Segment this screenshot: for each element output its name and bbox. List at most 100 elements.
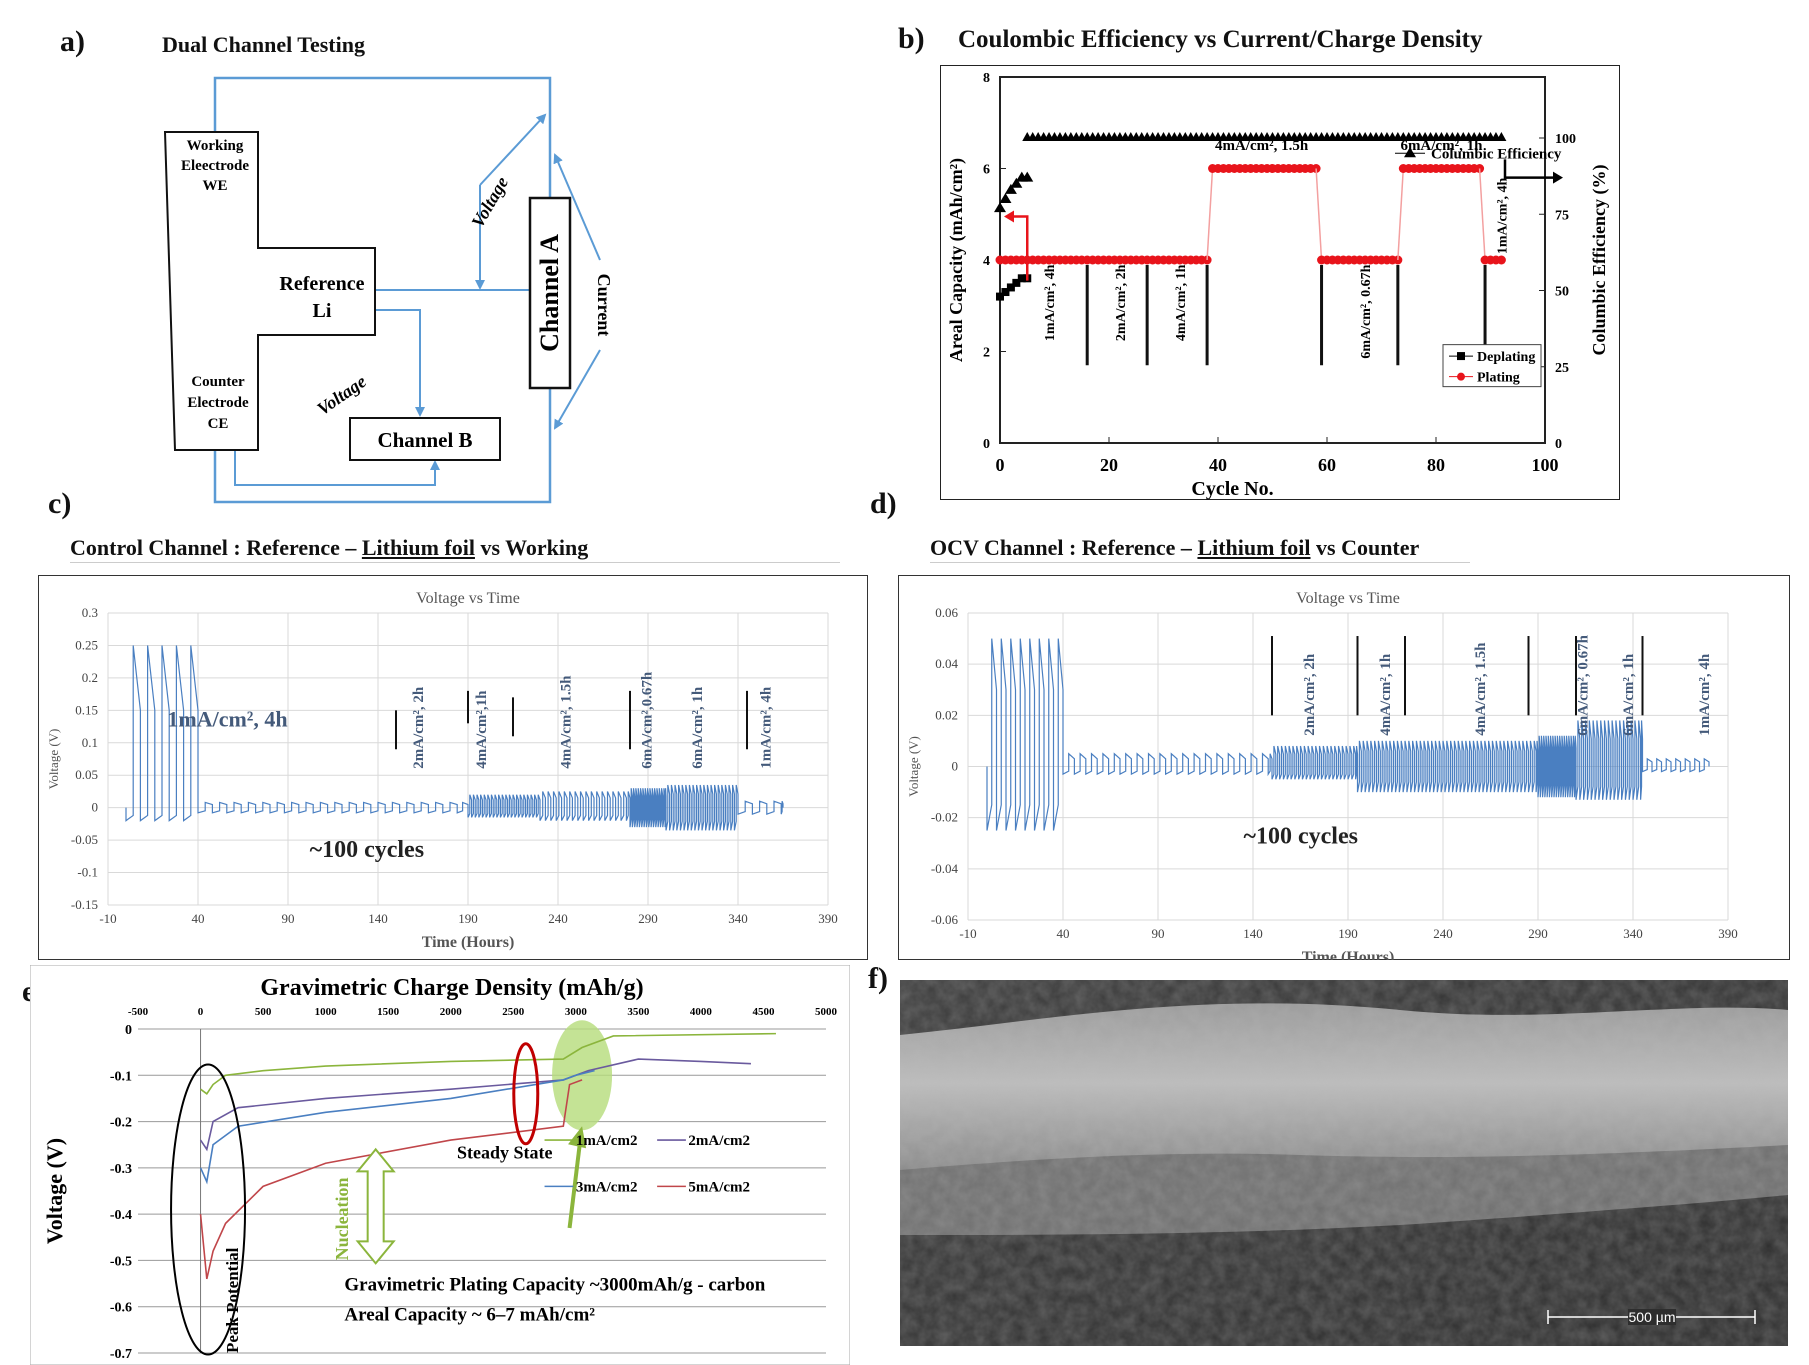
- y-tick-label: -0.02: [931, 810, 958, 825]
- transition-arrow: [567, 1135, 583, 1229]
- voltage-arrow-a-diag: [479, 113, 547, 186]
- scale-bar-label: 500 µm: [1629, 1309, 1676, 1325]
- x-tick-label: 190: [458, 911, 478, 926]
- cycles-annotation: ~100 cycles: [1244, 823, 1358, 849]
- phase-annotation: 4mA/cm², 1h: [1378, 653, 1394, 736]
- y-tick-label: -0.1: [77, 865, 98, 880]
- phase-annotation: 6mA/cm², 1h: [1621, 653, 1637, 736]
- ce-legend-marker: [1404, 147, 1416, 158]
- panel-d-title-underlined: Lithium foil: [1197, 535, 1311, 560]
- y-tick-label: 0.04: [935, 656, 958, 671]
- phase-annotation: 1mA/cm², 4h: [1043, 264, 1058, 341]
- voltage-trace: [125, 645, 784, 831]
- legend-label: 2mA/cm2: [688, 1133, 750, 1149]
- we-line-2: Eleectrode: [181, 158, 249, 174]
- x-tick-label: 390: [818, 911, 838, 926]
- panel-c-title: Control Channel : Reference – Lithium fo…: [70, 535, 588, 561]
- series-line: [199, 1079, 583, 1280]
- phase-annotation: 1mA/cm², 4h: [167, 707, 287, 732]
- y-tick-label: 0.1: [82, 735, 98, 750]
- ref-line-2: Li: [313, 300, 332, 322]
- x-tick-label: 40: [1057, 926, 1070, 941]
- ce-line-1: Counter: [191, 374, 245, 390]
- x-tick-label: 0: [198, 1006, 204, 1018]
- y-tick-label: -0.04: [931, 861, 959, 876]
- panel-c-title-post: vs Working: [474, 535, 589, 560]
- phase-annotation: 4mA/cm², 1h: [1174, 264, 1189, 341]
- x-tick-label: 340: [728, 911, 748, 926]
- nucleation-arrow: [355, 1147, 396, 1265]
- y-tick-label: 0: [952, 759, 959, 774]
- panel-a-diagram: Working Eleectrode WE Reference Li Count…: [163, 76, 614, 504]
- y-tick-label: -0.4: [110, 1208, 132, 1223]
- phase-annotation: 1mA/cm², 4h: [1495, 177, 1510, 254]
- sem-texture: [900, 980, 1788, 1346]
- panel-label-d: d): [870, 487, 897, 520]
- x-tick-label: 2500: [502, 1006, 524, 1018]
- x-tick-label: 3000: [565, 1006, 588, 1018]
- panel-b-frame: [940, 65, 1620, 500]
- x-tick-label: 1000: [315, 1006, 338, 1018]
- voltage-a-label: Voltage: [467, 173, 512, 231]
- series-line: [200, 1032, 776, 1095]
- panel-e-chart: Gravimetric Charge Density (mAh/g) -500 0 5…: [30, 965, 850, 1365]
- phase-annotation: 4mA/cm², 1.5h: [559, 675, 575, 769]
- y-tick-label: 0.06: [935, 605, 958, 620]
- voltage-b-label: Voltage: [313, 371, 370, 419]
- ref-line-1: Reference: [279, 273, 364, 295]
- ce-point: [999, 193, 1012, 203]
- x-tick-label: 4000: [690, 1006, 713, 1018]
- capacity-note-1: Gravimetric Plating Capacity ~3000mAh/g …: [344, 1275, 765, 1296]
- transition-arrow-head: [568, 1126, 587, 1149]
- x-tick-label: 190: [1338, 926, 1358, 941]
- ce-point: [1010, 177, 1023, 188]
- panel-c-title-rule: [70, 562, 840, 563]
- panel-label-b: b): [898, 22, 925, 55]
- plating-point: [1202, 255, 1212, 265]
- legend-label-plating: Plating: [1477, 371, 1520, 386]
- phase-annotation: 1mA/cm², 4h: [1697, 653, 1713, 736]
- x-tick-label: 1500: [377, 1006, 400, 1018]
- electrode-body: [163, 131, 376, 451]
- deplating-point: [996, 292, 1004, 301]
- sem-image: 500 µm: [900, 980, 1788, 1346]
- x-tick-label: 290: [638, 911, 658, 926]
- x-axis-label: Cycle No.: [1191, 478, 1273, 500]
- y-tick-label: -0.5: [110, 1254, 132, 1269]
- y-tick-label: -0.1: [110, 1069, 132, 1084]
- peak-ellipse: [170, 1063, 247, 1356]
- channel-b-box: [349, 417, 501, 461]
- phase-annotation: 6mA/cm², 1h: [1400, 138, 1483, 154]
- x-tick-label: 4500: [752, 1006, 775, 1018]
- y2-tick-label: 75: [1555, 208, 1569, 223]
- peak-potential-label: Peak Potential: [223, 1247, 242, 1353]
- phase-annotation: 2mA/cm², 2h: [411, 686, 427, 769]
- x-tick-label: 240: [1433, 926, 1453, 941]
- y-tick-label: 0.25: [75, 637, 98, 652]
- x-tick-label: 60: [1318, 455, 1336, 475]
- channel-a-label: Channel A: [535, 234, 564, 352]
- x-tick-label: 40: [192, 911, 205, 926]
- y2-tick-label: 100: [1555, 132, 1576, 147]
- transition-highlight: [552, 1020, 613, 1131]
- plating-step: [1478, 168, 1486, 261]
- legend: Deplating Plating: [1442, 344, 1542, 388]
- we-line-3: WE: [202, 178, 227, 194]
- sem-scale-bar: 500 µm: [1547, 1309, 1756, 1325]
- y-tick-label: -0.7: [110, 1347, 132, 1362]
- phase-annotation: 2mA/cm², 2h: [1114, 264, 1129, 341]
- y-tick-label: 0.15: [75, 702, 98, 717]
- y-tick-label: 0: [125, 1023, 132, 1038]
- y-tick-label: -0.15: [71, 897, 98, 912]
- y-axis-label: Voltage (V): [906, 736, 921, 797]
- deplating-point: [1001, 288, 1010, 297]
- y-tick-label: 6: [983, 163, 990, 178]
- y-tick-label: -0.06: [931, 912, 959, 927]
- panel-c-title-underlined: Lithium foil: [361, 535, 475, 560]
- deplating-point: [1012, 278, 1021, 287]
- ce-point: [1496, 132, 1507, 141]
- capacity-note-2: Areal Capacity ~ 6–7 mAh/cm²: [344, 1305, 595, 1326]
- chart-title: Voltage vs Time: [1296, 590, 1400, 607]
- y-tick-label: 0: [983, 437, 990, 452]
- x-tick-label: 2000: [440, 1006, 463, 1018]
